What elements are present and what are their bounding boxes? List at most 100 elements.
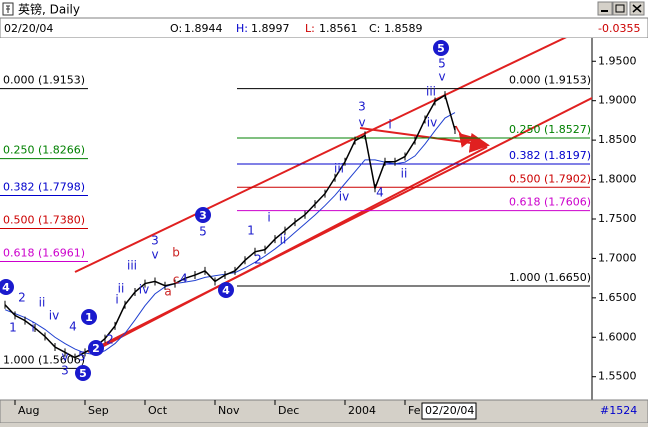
circled-wave-label: 5 bbox=[79, 367, 87, 380]
circled-wave-label: 5 bbox=[437, 42, 445, 55]
plot-area bbox=[0, 38, 592, 400]
y-tick-label: 1.7000 bbox=[598, 251, 637, 264]
cursor-date-box bbox=[421, 402, 477, 420]
fib-label: 0.618 (1.7606) bbox=[509, 196, 591, 209]
open-label: O: bbox=[170, 22, 182, 35]
cursor-date: 02/20/04 bbox=[425, 404, 474, 417]
circled-wave-label: 4 bbox=[2, 281, 10, 294]
x-tick-label: Nov bbox=[218, 404, 240, 417]
y-tick-label: 1.7500 bbox=[598, 212, 637, 225]
fib-label: 1.000 (1.6650) bbox=[509, 271, 591, 284]
wave-label: ii bbox=[401, 167, 408, 181]
change-value: -0.0355 bbox=[598, 22, 640, 35]
wave-label: v bbox=[61, 350, 68, 364]
y-tick-label: 1.8000 bbox=[598, 173, 637, 186]
wave-label: 3 bbox=[61, 364, 69, 378]
wave-label: i bbox=[267, 211, 270, 225]
low-label: L: bbox=[305, 22, 315, 35]
wave-label: iv bbox=[339, 190, 349, 204]
wave-label: iii bbox=[426, 85, 436, 99]
icon-glyph bbox=[6, 5, 10, 13]
fib-label: 0.000 (1.9153) bbox=[509, 74, 591, 87]
wave-label: c bbox=[173, 273, 180, 287]
x-tick-label: Sep bbox=[88, 404, 109, 417]
wave-label: 1 bbox=[9, 321, 17, 335]
x-tick-label: 2004 bbox=[348, 404, 376, 417]
window-title: 英镑, Daily bbox=[18, 2, 80, 17]
wave-label: 5 bbox=[78, 350, 86, 364]
wave-circle bbox=[0, 279, 14, 295]
low-value: 1.8561 bbox=[319, 22, 358, 35]
time-axis-layer: Aug Sep Oct Nov Dec 2004 Feb bbox=[14, 400, 427, 417]
circled-wave-label: 3 bbox=[199, 209, 207, 222]
close-value: 1.8589 bbox=[384, 22, 423, 35]
axis-layer: 1.9500 1.9000 1.8500 1.8000 1.7500 1.7000 1.65… bbox=[592, 54, 637, 383]
wave-label: ii bbox=[280, 233, 287, 247]
channel-upper bbox=[74, 38, 567, 273]
wave-label: i bbox=[388, 118, 391, 132]
wave-label: i bbox=[115, 293, 118, 307]
title-bar bbox=[0, 0, 648, 18]
plot-layer: 0.000 (1.9153) 0.250 (1.8266) 0.382 (1.779… bbox=[0, 38, 592, 381]
wave-circle bbox=[81, 309, 97, 325]
wave-label: v bbox=[151, 248, 158, 262]
circled-wave-label: 1 bbox=[85, 311, 93, 324]
wave-label: 2 bbox=[106, 333, 114, 347]
wave-label: ii bbox=[39, 296, 46, 310]
wave-circle bbox=[75, 365, 91, 381]
x-tick-label: Dec bbox=[278, 404, 299, 417]
y-tick-label: 1.5500 bbox=[598, 370, 637, 383]
fib-label: 0.250 (1.8266) bbox=[3, 144, 85, 157]
y-tick-label: 1.6000 bbox=[598, 330, 637, 343]
wave-label: 5 bbox=[438, 57, 446, 71]
wave-label: iv bbox=[139, 283, 149, 297]
y-tick-label: 1.9000 bbox=[598, 94, 637, 107]
wave-label: ii bbox=[118, 282, 125, 296]
y-tick-label: 1.9500 bbox=[598, 54, 637, 67]
channel-inner bbox=[95, 146, 488, 351]
wave-circle bbox=[195, 207, 211, 223]
wave-label: v bbox=[438, 70, 445, 84]
close-label: C: bbox=[369, 22, 380, 35]
circled-wave-label: 2 bbox=[92, 342, 100, 355]
close-glyph bbox=[632, 4, 642, 13]
wave-label: iii bbox=[334, 162, 344, 176]
wave-label: 3 bbox=[151, 234, 159, 248]
y-tick-label: 1.8500 bbox=[598, 133, 637, 146]
wave-label: b bbox=[172, 246, 180, 260]
wave-label: 2 bbox=[254, 253, 262, 267]
wave-label: iv bbox=[427, 116, 437, 130]
price-axis bbox=[592, 38, 648, 400]
wave-circle bbox=[88, 340, 104, 356]
wave-label: v bbox=[358, 116, 365, 130]
wave-label: iv bbox=[49, 309, 59, 323]
fib-label: 0.382 (1.8197) bbox=[509, 149, 591, 162]
high-value: 1.8997 bbox=[251, 22, 290, 35]
maximize-glyph bbox=[615, 4, 625, 13]
minimize-button[interactable] bbox=[597, 1, 613, 16]
fib-label: 0.382 (1.7798) bbox=[3, 180, 85, 193]
fib-label: 0.618 (1.6961) bbox=[3, 246, 85, 259]
fib-label: 1.000 (1.5606) bbox=[3, 353, 85, 366]
x-tick-label: Oct bbox=[148, 404, 168, 417]
wave-label: 1 bbox=[247, 224, 255, 238]
wave-label: 4 bbox=[180, 272, 188, 286]
bar-count: #1524 bbox=[600, 404, 637, 417]
info-date: 02/20/04 bbox=[4, 22, 53, 35]
price-line bbox=[4, 94, 456, 359]
high-label: H: bbox=[236, 22, 248, 35]
fib-label: 0.000 (1.9153) bbox=[3, 74, 85, 87]
fib-label: 0.500 (1.7902) bbox=[509, 172, 591, 185]
wave-label: 2 bbox=[18, 291, 26, 305]
maximize-button[interactable] bbox=[612, 1, 628, 16]
wave-label: 4 bbox=[69, 320, 77, 334]
fib-label: 0.500 (1.7380) bbox=[3, 213, 85, 226]
wave-label: i bbox=[31, 321, 34, 335]
wave-label: iii bbox=[127, 259, 137, 273]
fib-label: 0.250 (1.8527) bbox=[509, 123, 591, 136]
circled-wave-label: 4 bbox=[222, 284, 230, 297]
wave-circle bbox=[433, 40, 449, 56]
wave-circle bbox=[218, 282, 234, 298]
